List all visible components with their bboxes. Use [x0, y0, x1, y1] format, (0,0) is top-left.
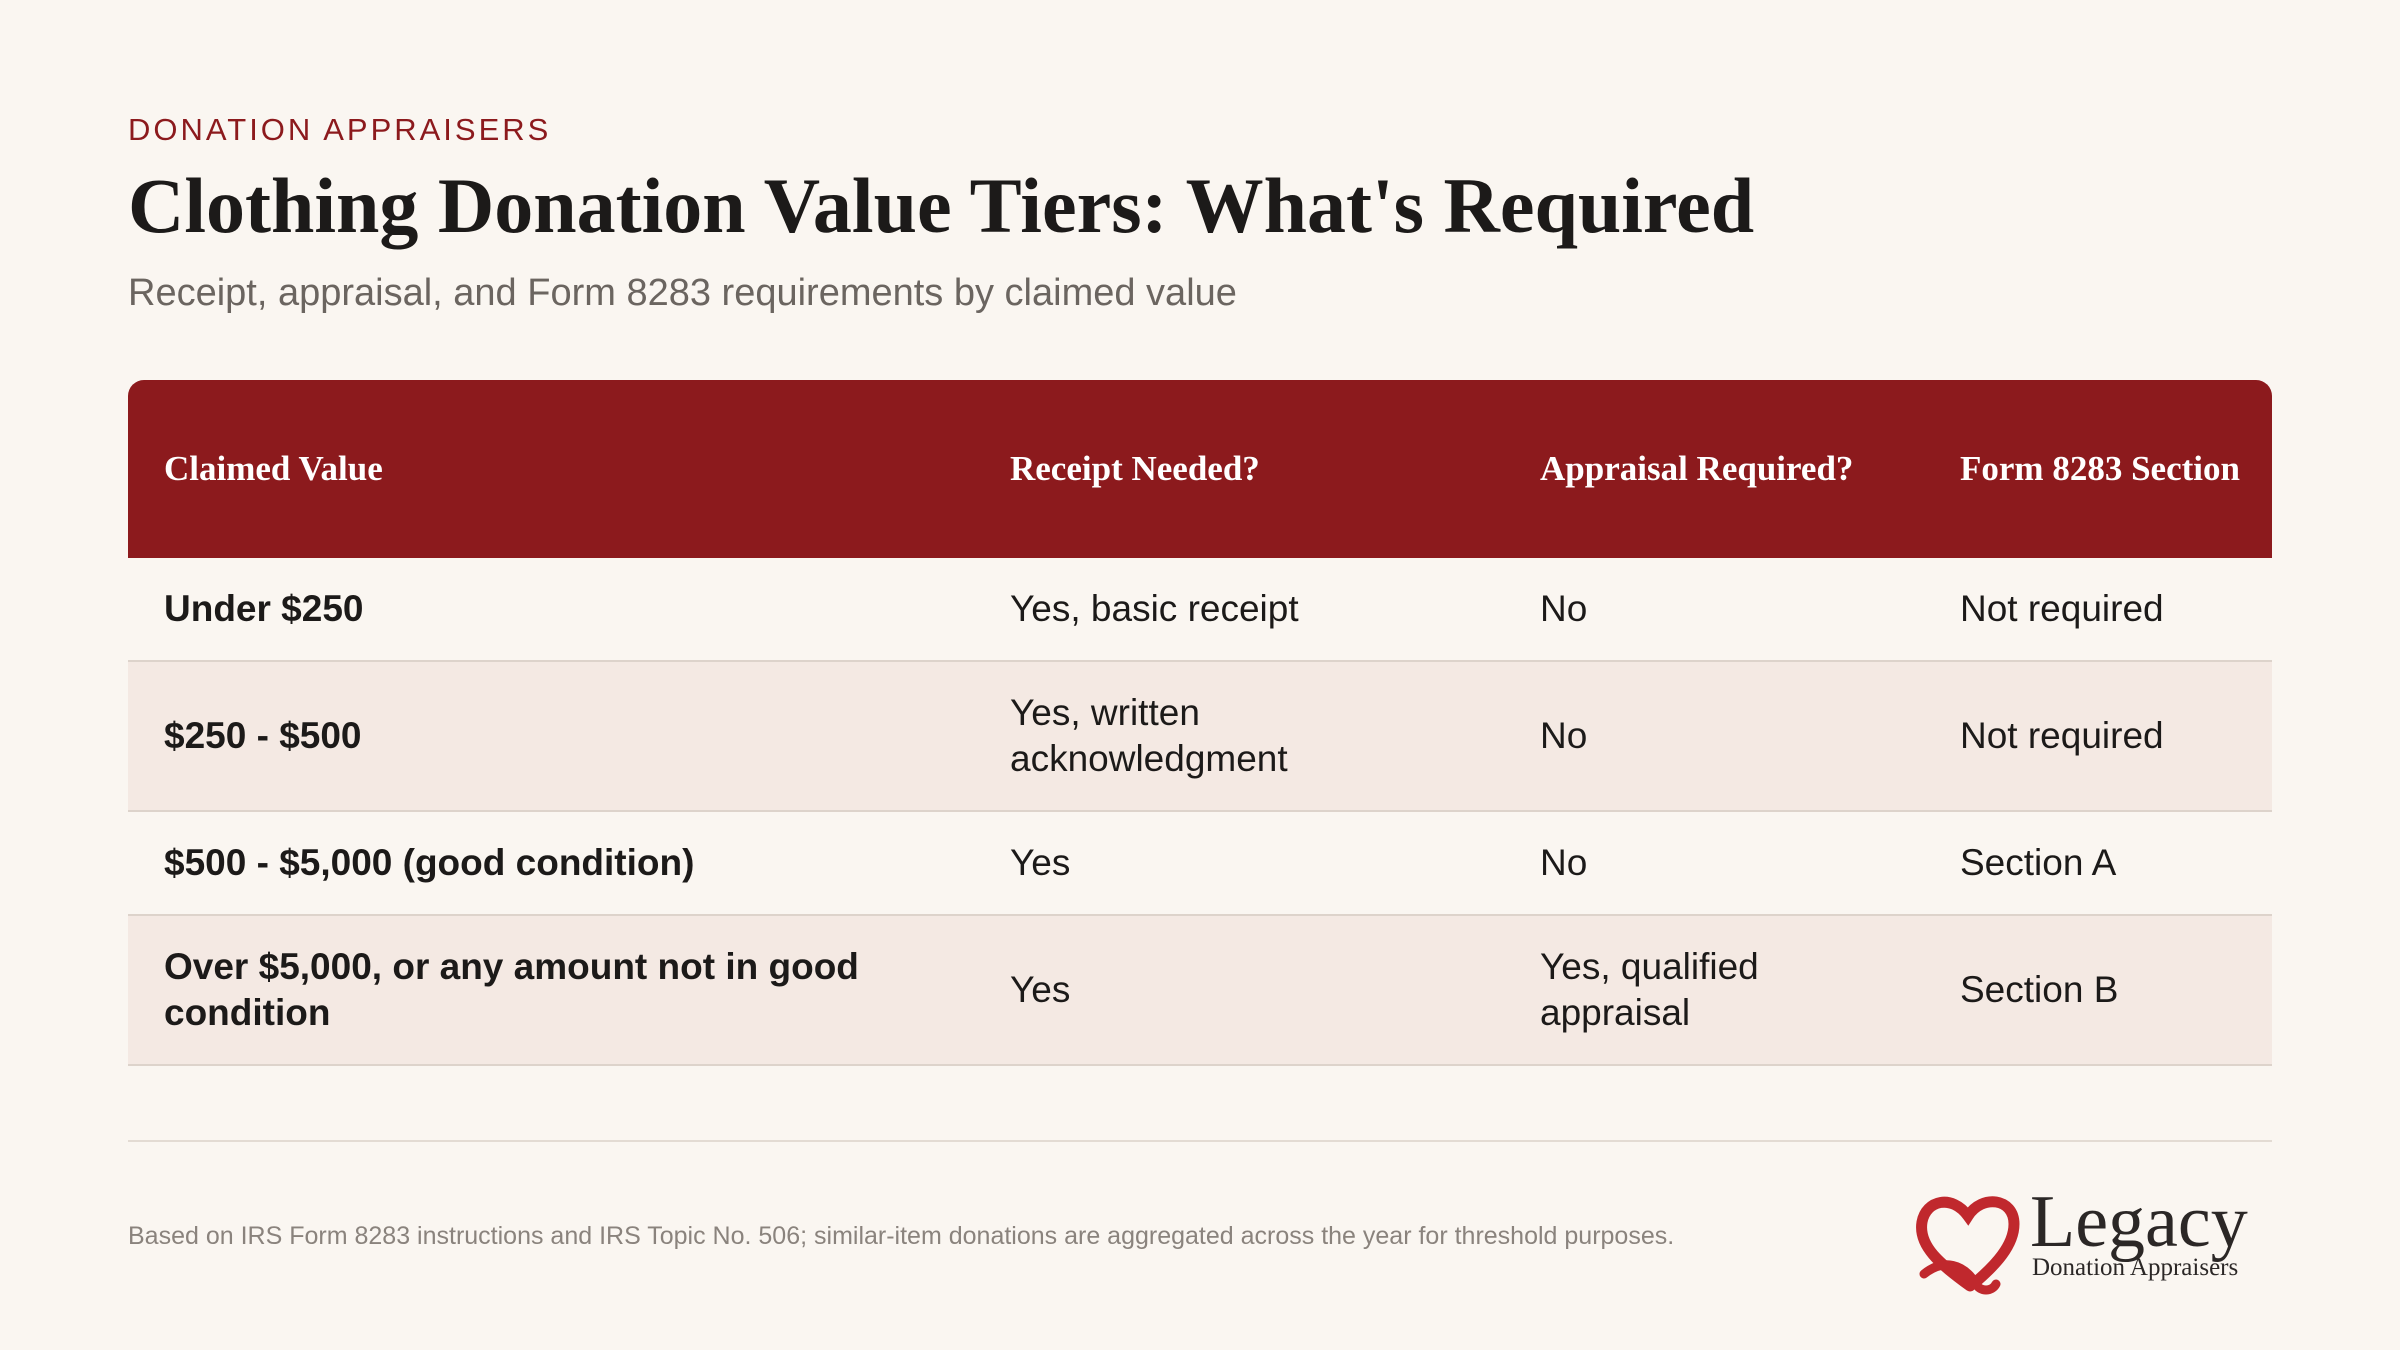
- logo-wordmark: Legacy: [2030, 1181, 2248, 1263]
- column-header-form-8283-section: Form 8283 Section: [1924, 380, 2272, 558]
- cell-claimed-value: Under $250: [128, 558, 974, 662]
- cell-form-section: Not required: [1924, 661, 2272, 812]
- table-row: $500 - $5,000 (good condition) Yes No Se…: [128, 811, 2272, 916]
- cell-claimed-value: $250 - $500: [128, 661, 974, 812]
- appraisal-text-line-2: appraisal: [1540, 992, 1691, 1033]
- cell-appraisal-required: No: [1504, 811, 1924, 916]
- cell-claimed-value: Over $5,000, or any amount not in good c…: [128, 915, 974, 1066]
- column-header-appraisal-required: Appraisal Required?: [1504, 380, 1924, 558]
- logo-tagline: Donation Appraisers: [2032, 1254, 2239, 1281]
- value-tiers-table: Claimed Value Receipt Needed? Appraisal …: [128, 380, 2272, 1066]
- cell-appraisal-required: Yes, qualified appraisal: [1504, 915, 1924, 1066]
- receipt-text-line-2: acknowledgment: [1010, 738, 1288, 779]
- table-row: $250 - $500 Yes, written acknowledgment N…: [128, 661, 2272, 812]
- cell-form-section: Section A: [1924, 811, 2272, 916]
- column-header-claimed-value: Claimed Value: [128, 380, 974, 558]
- cell-appraisal-required: No: [1504, 661, 1924, 812]
- source-footnote: Based on IRS Form 8283 instructions and …: [128, 1222, 1675, 1250]
- cell-form-section: Section B: [1924, 915, 2272, 1066]
- receipt-text-line-1: Yes, written: [1010, 692, 1200, 733]
- table-header-row: Claimed Value Receipt Needed? Appraisal …: [128, 380, 2272, 558]
- appraisal-text-line-1: Yes, qualified: [1540, 946, 1759, 987]
- table-row: Over $5,000, or any amount not in good c…: [128, 915, 2272, 1066]
- table-header: Claimed Value Receipt Needed? Appraisal …: [128, 380, 2272, 558]
- eyebrow-label: DONATION APPRAISERS: [128, 112, 552, 147]
- cell-receipt-needed: Yes, written acknowledgment: [974, 661, 1504, 812]
- cell-claimed-value: $500 - $5,000 (good condition): [128, 811, 974, 916]
- footer-divider: [128, 1140, 2272, 1142]
- cell-appraisal-required: No: [1504, 558, 1924, 662]
- legacy-logo: Legacy Donation Appraisers: [1910, 1180, 2260, 1300]
- page-subtitle: Receipt, appraisal, and Form 8283 requir…: [128, 272, 1237, 314]
- cell-form-section: Not required: [1924, 558, 2272, 662]
- page-title: Clothing Donation Value Tiers: What's Re…: [128, 162, 1755, 249]
- cell-receipt-needed: Yes: [974, 811, 1504, 916]
- cell-receipt-needed: Yes, basic receipt: [974, 558, 1504, 662]
- cell-receipt-needed: Yes: [974, 915, 1504, 1066]
- table-row: Under $250 Yes, basic receipt No Not req…: [128, 558, 2272, 662]
- column-header-receipt-needed: Receipt Needed?: [974, 380, 1504, 558]
- heart-ribbon-icon: [1916, 1196, 2020, 1295]
